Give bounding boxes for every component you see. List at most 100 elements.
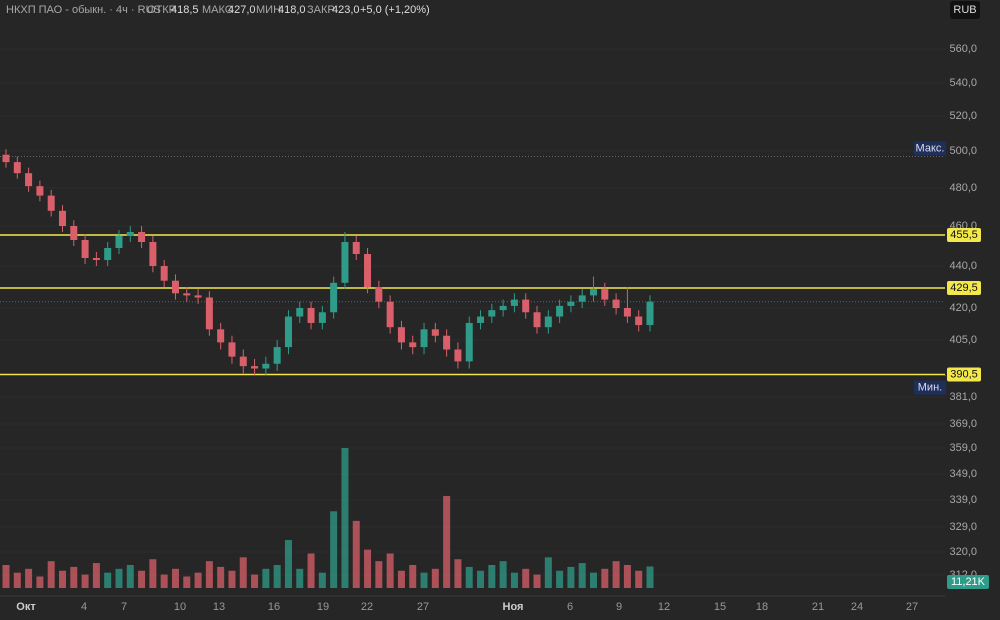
volume-last-label: 11,21K xyxy=(951,576,986,588)
x-tick-label: 16 xyxy=(268,601,280,613)
candle-body xyxy=(92,258,100,260)
candle-body xyxy=(296,308,304,317)
high-label: МАКС xyxy=(202,4,233,16)
candle-body xyxy=(2,154,10,163)
x-tick-label: Ноя xyxy=(503,601,524,613)
volume-bar xyxy=(273,564,281,588)
volume-bar xyxy=(443,495,451,588)
change: +5,0 (+1,20%) xyxy=(360,4,430,16)
open-label: ОТКР xyxy=(147,4,176,16)
candle-body xyxy=(307,308,315,323)
currency[interactable]: RUB xyxy=(953,4,976,16)
candle-body xyxy=(194,295,202,298)
volume-bar xyxy=(58,570,66,588)
volume-bar xyxy=(239,557,247,588)
volume-bar xyxy=(47,561,55,588)
x-tick-label: 12 xyxy=(658,601,670,613)
volume-bar xyxy=(228,570,236,588)
volume-bar xyxy=(522,568,530,588)
y-tick-label: 369,0 xyxy=(949,418,977,430)
volume-bar xyxy=(397,570,405,588)
volume-bar xyxy=(590,572,598,588)
marker-badge xyxy=(914,380,946,395)
volume-bar xyxy=(623,564,631,588)
low-label: МИН xyxy=(256,4,281,16)
volume-bar xyxy=(409,564,417,588)
candle-body xyxy=(228,342,236,357)
volume-bar xyxy=(92,563,100,588)
candle-body xyxy=(25,173,33,187)
close-value: 423,0 xyxy=(332,4,360,16)
candle-body xyxy=(601,289,609,300)
x-tick-label: 18 xyxy=(756,601,768,613)
candle-body xyxy=(284,316,292,348)
level-label: 455,5 xyxy=(950,229,978,241)
x-tick-label: 22 xyxy=(361,601,373,613)
candle-body xyxy=(578,295,586,302)
volume-bar xyxy=(556,570,564,588)
volume-bar xyxy=(171,568,179,588)
volume-bar xyxy=(126,564,134,588)
volume-badge xyxy=(947,575,989,589)
candle-body xyxy=(47,195,55,211)
level-label: 390,5 xyxy=(950,368,978,380)
y-tick-label: 500,0 xyxy=(949,145,977,157)
x-tick-label: 9 xyxy=(616,601,622,613)
volume-bar xyxy=(567,566,575,588)
volume-bar xyxy=(352,520,360,588)
x-tick-label: 7 xyxy=(121,601,127,613)
volume-bar xyxy=(194,572,202,588)
volume-bar xyxy=(262,568,270,588)
volume-bar xyxy=(488,564,496,588)
candle-body xyxy=(262,363,270,369)
currency-badge[interactable] xyxy=(950,1,980,19)
volume-bar xyxy=(104,572,112,588)
volume-bar xyxy=(646,566,654,588)
candle-body xyxy=(477,316,485,323)
x-tick-label: 10 xyxy=(174,601,186,613)
volume-bar xyxy=(25,568,33,588)
candle-body xyxy=(522,299,530,313)
marker-badge xyxy=(914,141,946,156)
candle-body xyxy=(171,280,179,294)
volume-bar xyxy=(160,574,168,588)
y-tick-label: 405,0 xyxy=(949,334,977,346)
volume-bar xyxy=(138,570,146,588)
candle-body xyxy=(510,299,518,306)
candle-body xyxy=(239,356,247,367)
candle-body xyxy=(533,312,541,328)
y-tick-label: 339,0 xyxy=(949,494,977,506)
candle-body xyxy=(544,316,552,328)
volume-bar xyxy=(420,572,428,588)
y-tick-label: 320,0 xyxy=(949,546,977,558)
candle-body xyxy=(443,335,451,350)
low-value: 418,0 xyxy=(278,4,306,16)
x-tick-label: 13 xyxy=(213,601,225,613)
candle-body xyxy=(81,240,89,258)
x-tick-label: 24 xyxy=(851,601,863,613)
volume-bar xyxy=(217,566,225,588)
volume-bar xyxy=(70,566,78,588)
volume-bar xyxy=(149,559,157,588)
candle-body xyxy=(352,242,360,254)
volume-bar xyxy=(36,576,44,588)
y-tick-label: 480,0 xyxy=(949,182,977,194)
volume-bar xyxy=(477,570,485,588)
x-tick-label: 27 xyxy=(906,601,918,613)
volume-bar xyxy=(284,540,292,588)
candle-body xyxy=(217,329,225,343)
candle-body xyxy=(499,305,507,311)
candle-body xyxy=(138,232,146,242)
volume-bar xyxy=(296,568,304,588)
y-tick-label: 349,0 xyxy=(949,468,977,480)
volume-bar xyxy=(510,572,518,588)
header: НКХП ПАО - обыкн. · 4ч · RUS ОТКР 418,5 … xyxy=(6,4,430,16)
candle-body xyxy=(104,248,112,260)
x-tick-label: 27 xyxy=(417,601,429,613)
candle-body xyxy=(623,308,631,317)
open-value: 418,5 xyxy=(171,4,199,16)
y-tick-label: 560,0 xyxy=(949,43,977,55)
candle-body xyxy=(556,305,564,317)
candle-body xyxy=(465,322,473,362)
